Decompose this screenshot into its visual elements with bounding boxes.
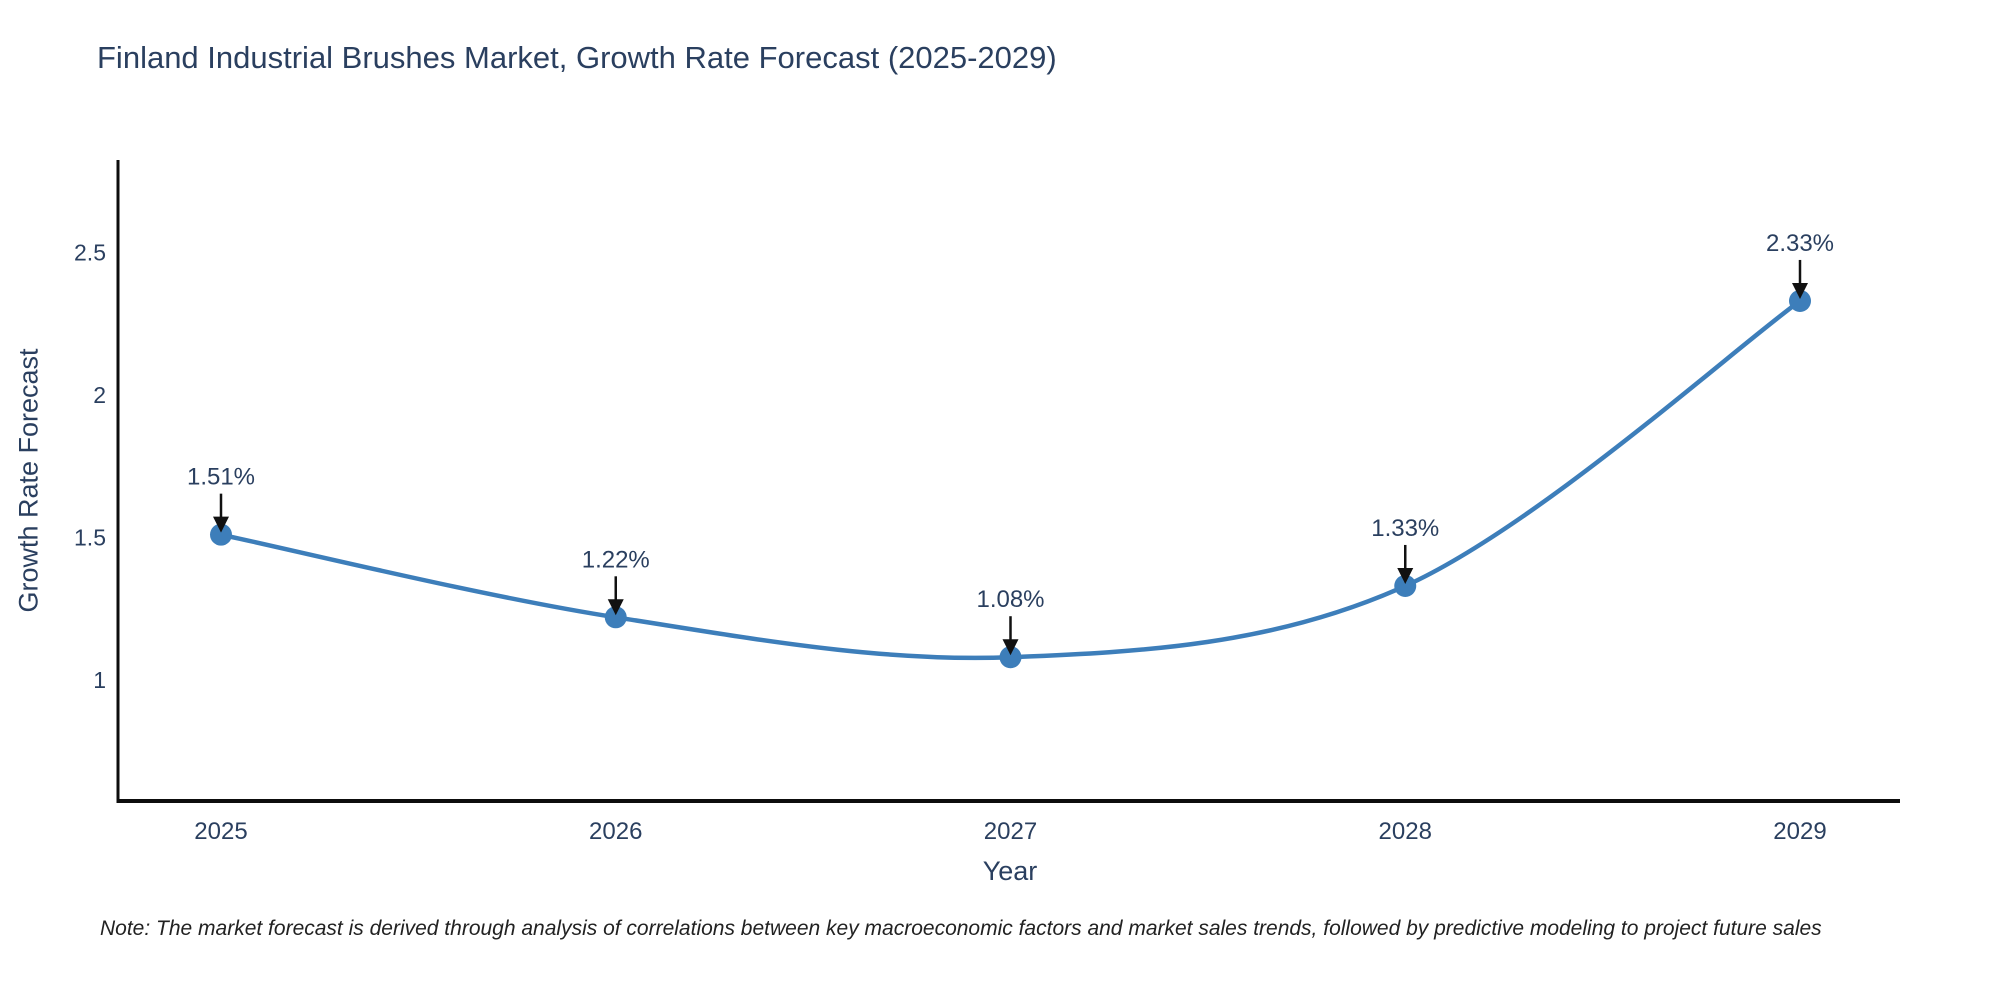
x-tick-label: 2027 (984, 818, 1037, 845)
point-value-label: 1.33% (1371, 515, 1439, 542)
x-tick-label: 2025 (194, 818, 247, 845)
chart-title: Finland Industrial Brushes Market, Growt… (97, 40, 1057, 75)
x-tick-label: 2029 (1773, 818, 1826, 845)
point-value-label: 1.51% (187, 464, 255, 491)
point-value-label: 1.22% (582, 546, 650, 573)
annotation-arrow-head (1792, 282, 1808, 299)
annotation-arrow-head (1002, 639, 1019, 656)
y-tick-label: 1.5 (74, 525, 106, 551)
data-point (604, 606, 627, 629)
y-tick-label: 2.5 (74, 240, 106, 266)
x-tick-label: 2028 (1379, 818, 1432, 845)
data-point (999, 646, 1022, 669)
data-point (1789, 289, 1811, 312)
x-axis-title: Year (982, 856, 1038, 886)
annotation-arrow-head (607, 599, 624, 616)
y-axis-title: Growth Rate Forecast (13, 348, 44, 613)
annotation-arrow-head (1397, 567, 1414, 584)
point-value-label: 1.08% (976, 586, 1044, 613)
footnote: Note: The market forecast is derived thr… (100, 917, 1822, 940)
data-point (210, 523, 232, 546)
annotation-arrow-head (213, 516, 229, 533)
y-tick-label: 2 (93, 382, 106, 408)
x-tick-label: 2026 (589, 818, 642, 845)
y-tick-label: 1 (93, 667, 106, 693)
point-value-label: 2.33% (1766, 230, 1834, 257)
data-point (1394, 574, 1417, 597)
